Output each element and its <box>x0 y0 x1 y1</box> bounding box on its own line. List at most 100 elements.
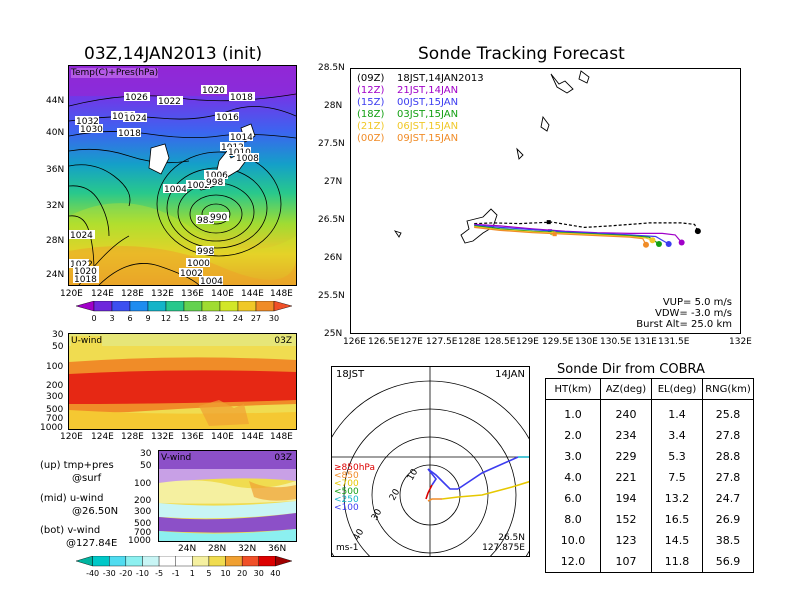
vwind-y-tick: 50 <box>140 461 152 471</box>
track-panel: (09Z) 18JST,14JAN2013 (12Z) 21JST,14JAN … <box>350 68 741 334</box>
colorbar-swatch <box>255 301 275 312</box>
uwind-x-tick: 132E <box>151 432 174 442</box>
uwind-x-tick: 144E <box>241 432 264 442</box>
table-row: 8.0 152 16.5 26.9 <box>545 509 754 530</box>
track-x-tick: 131.5E <box>658 337 690 347</box>
track-y-tick: 28N <box>324 101 343 111</box>
isobar-label: 1024 <box>70 231 93 241</box>
track-x-tick: 130E <box>575 337 598 347</box>
table-cell: 240 <box>600 399 652 425</box>
table-row: 12.0 107 11.8 56.9 <box>545 551 754 573</box>
table-cell: 152 <box>600 509 652 530</box>
uwind-x-tick: 136E <box>181 432 204 442</box>
colorbar-swatch <box>129 301 149 312</box>
track-x-tick: 132E <box>729 337 752 347</box>
isobar-label: 1024 <box>124 114 147 124</box>
ring-label: 40 <box>352 527 367 542</box>
table-row: 2.0 234 3.4 27.8 <box>545 425 754 446</box>
isobar-label: 1002 <box>187 181 210 191</box>
colorbar-tick: 30 <box>269 314 279 323</box>
vwind-y-tick: 300 <box>134 507 152 517</box>
table-cell: 229 <box>600 446 652 467</box>
table-cell: 28.8 <box>702 446 754 467</box>
table-cell: 194 <box>600 488 652 509</box>
uwind-y-tick: 100 <box>46 362 64 372</box>
colorbar-swatch <box>125 556 143 567</box>
table-cell: 14.5 <box>651 530 703 551</box>
burst-marker <box>546 220 551 225</box>
uwind-time: 03Z <box>274 336 292 346</box>
hodograph-segment <box>518 456 529 458</box>
track-x-tick: 126.5E <box>368 337 400 347</box>
colorbar-tick: 3 <box>109 314 114 323</box>
uwind-y-tick: 700 <box>46 414 64 424</box>
col-header: EL(deg) <box>651 378 703 400</box>
col-header: AZ(deg) <box>600 378 652 400</box>
uwind-x-tick: 124E <box>91 432 114 442</box>
colorbar-tick: 6 <box>127 314 132 323</box>
colorbar-tick: 40 <box>270 569 280 578</box>
track-endpoint <box>694 228 701 235</box>
isobar-label: 1018 <box>74 275 97 285</box>
level-legend: <700 <box>334 479 359 489</box>
colorbar-swatch <box>225 556 243 567</box>
vwind-label: V-wind <box>161 453 192 463</box>
uwind-x-tick: 128E <box>121 432 144 442</box>
colorbar-tick: 0 <box>91 314 96 323</box>
col-header: RNG(km) <box>702 378 754 400</box>
vwind-y-tick: 200 <box>134 496 152 506</box>
note-mid-sub: @26.50N <box>72 506 119 517</box>
track-x-tick: 129.5E <box>542 337 574 347</box>
level-legend: <850 <box>334 471 359 481</box>
track-endpoint <box>678 239 685 246</box>
track-line <box>474 226 653 241</box>
colorbar-swatch <box>75 556 93 567</box>
table-cell: 56.9 <box>702 551 754 573</box>
colorbar-tick: 20 <box>237 569 247 578</box>
colorbar-swatch <box>183 301 203 312</box>
colorbar-swatch <box>201 301 221 312</box>
polar-plot: 10 20 30 40 <box>332 367 529 556</box>
map-x-tick: 144E <box>241 289 264 299</box>
isobar-label: 990 <box>210 213 227 223</box>
track-endpoint <box>649 237 656 244</box>
map-x-tick: 140E <box>211 289 234 299</box>
track-line <box>474 221 699 232</box>
track-line <box>474 224 669 245</box>
temp-field: 1026 1022 1020 1018 1028 1024 1032 1030 … <box>69 66 296 285</box>
isobar-label: 1022 <box>70 260 93 270</box>
isobar-label: 1018 <box>118 129 141 139</box>
track-y-tick: 27N <box>324 177 343 187</box>
table-cell: 4.0 <box>545 467 601 488</box>
map-x-tick: 132E <box>151 289 174 299</box>
track-x-tick: 131E <box>634 337 657 347</box>
uwind-y-tick: 200 <box>46 381 64 391</box>
colorbar-tick: -5 <box>155 569 163 578</box>
uwind-y-tick: 500 <box>46 405 64 415</box>
colorbar-swatch <box>147 301 167 312</box>
uwind-label: U-wind <box>71 336 103 346</box>
track-legend-time: 03JST,15JAN <box>397 109 459 120</box>
polar-time: 18JST <box>336 369 365 380</box>
isobar-label: 998 <box>206 178 223 188</box>
colorbar-swatch <box>237 301 257 312</box>
vwind-x-tick: 24N <box>178 544 197 554</box>
table-cell: 12.0 <box>545 551 601 573</box>
track-x-tick: 128E <box>458 337 481 347</box>
table-cell: 123 <box>600 530 652 551</box>
track-y-tick: 25N <box>324 329 343 339</box>
vwind-y-tick: 500 <box>134 519 152 529</box>
track-line <box>474 223 683 243</box>
vwind-y-tick: 700 <box>134 528 152 538</box>
island-outline <box>460 208 498 244</box>
param-burst: Burst Alt= 25.0 km <box>636 319 732 330</box>
table-cell: 2.0 <box>545 425 601 446</box>
uwind-y-tick: 300 <box>46 392 64 402</box>
hodograph-segment <box>441 480 529 500</box>
track-x-tick: 129E <box>516 337 539 347</box>
colorbar-swatch <box>273 301 293 312</box>
map-x-tick: 120E <box>60 289 83 299</box>
track-legend-run: (18Z) <box>357 109 385 120</box>
vwind-field <box>159 451 296 541</box>
track-legend-time: 00JST,15JAN <box>397 97 459 108</box>
